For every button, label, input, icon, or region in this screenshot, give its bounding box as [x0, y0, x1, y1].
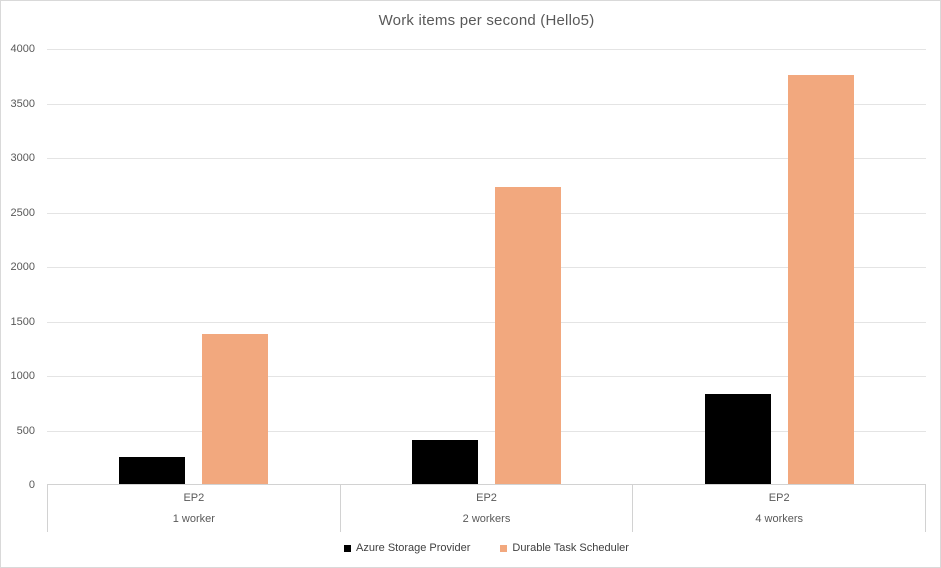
- y-axis-tick-label: 2500: [10, 206, 35, 219]
- gridline: [47, 212, 926, 214]
- gridline: [47, 103, 926, 105]
- bar-azure-storage-provider: [705, 394, 771, 485]
- bars-layer: [47, 49, 926, 485]
- legend-label: Durable Task Scheduler: [512, 542, 629, 554]
- y-axis-tick-label: 2000: [10, 261, 35, 273]
- bar-azure-storage-provider: [119, 456, 185, 485]
- legend: Azure Storage Provider Durable Task Sched…: [47, 542, 926, 554]
- gridline: [47, 49, 926, 50]
- category-label: EP2 1 worker: [48, 485, 341, 532]
- gridline: [47, 376, 926, 377]
- category-sku-label: EP2: [183, 492, 205, 504]
- bar-group: [633, 49, 926, 485]
- y-axis-tick-label: 0: [28, 479, 35, 491]
- chart-title: Work items per second (Hello5): [378, 12, 595, 29]
- x-axis-line: [47, 484, 926, 485]
- bar-durable-task-scheduler: [495, 187, 561, 485]
- y-axis-labels: 0 500 1000 1500 2000 2500 3000 3500 4000: [1, 43, 39, 491]
- legend-item-azure-storage-provider: Azure Storage Provider: [344, 542, 470, 554]
- y-axis-tick-label: 500: [16, 424, 35, 437]
- category-sku-label: EP2: [768, 492, 790, 504]
- bar-group: [47, 49, 340, 485]
- bar-durable-task-scheduler: [788, 75, 854, 485]
- bar-group: [340, 49, 633, 485]
- gridline: [47, 267, 926, 268]
- legend-marker-azure-storage-provider-icon: [344, 544, 352, 552]
- category-label: EP2 2 workers: [341, 485, 634, 532]
- category-label: EP2 4 workers: [633, 485, 927, 532]
- category-sku-label: EP2: [476, 492, 497, 504]
- y-axis-tick-label: 1500: [10, 315, 35, 328]
- gridline: [47, 158, 926, 159]
- category-workers-label: 1 worker: [172, 513, 215, 525]
- category-workers-label: 4 workers: [755, 513, 804, 525]
- bar-azure-storage-provider: [412, 439, 478, 485]
- y-axis-tick-label: 3000: [10, 152, 35, 164]
- category-workers-label: 2 workers: [462, 513, 511, 525]
- gridline: [47, 430, 926, 432]
- plot-area: [47, 49, 926, 485]
- gridline: [47, 321, 926, 323]
- y-axis-tick-label: 4000: [10, 43, 35, 55]
- y-axis-tick-label: 3500: [10, 97, 35, 110]
- bar-durable-task-scheduler: [202, 333, 268, 485]
- y-axis-tick-label: 1000: [10, 370, 35, 382]
- legend-marker-durable-task-scheduler-icon: [500, 544, 508, 552]
- x-axis-category-area: EP2 1 worker EP2 2 workers EP2 4 workers: [47, 485, 927, 532]
- legend-item-durable-task-scheduler: Durable Task Scheduler: [500, 542, 629, 554]
- legend-label: Azure Storage Provider: [356, 542, 471, 554]
